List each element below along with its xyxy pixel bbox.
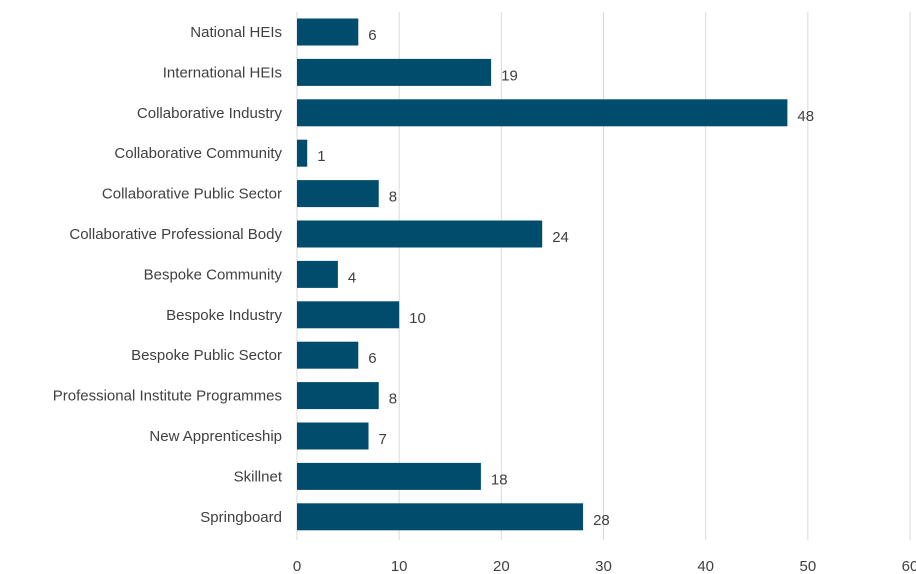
bar-bespoke-industry: [297, 301, 400, 329]
x-axis-tick-labels: 0 10 20 30 40 50 60: [293, 558, 916, 574]
value-label: 28: [593, 512, 610, 529]
bar-bespoke-public-sector: [297, 341, 359, 369]
gridlines: [296, 12, 911, 540]
category-label: National HEIs: [190, 24, 282, 41]
category-label: Collaborative Professional Body: [69, 226, 282, 243]
bars: [297, 18, 788, 531]
bar-collaborative-community: [297, 139, 308, 167]
category-label: Springboard: [200, 509, 282, 526]
x-tick-label: 50: [799, 558, 816, 574]
category-label: Collaborative Public Sector: [102, 186, 282, 203]
value-label: 18: [491, 471, 508, 488]
x-tick-label: 30: [595, 558, 612, 574]
value-label: 24: [552, 229, 569, 246]
bar-national-heis: [297, 18, 359, 46]
x-tick-label: 60: [902, 558, 916, 574]
value-label: 8: [389, 391, 397, 408]
x-tick-label: 10: [391, 558, 408, 574]
category-label: Skillnet: [234, 468, 283, 485]
bar-professional-institute-programmes: [297, 382, 379, 410]
value-label: 10: [409, 310, 426, 327]
category-label: Bespoke Industry: [166, 307, 282, 324]
x-tick-label: 0: [293, 558, 301, 574]
category-label: Bespoke Public Sector: [131, 347, 282, 364]
category-label: International HEIs: [163, 64, 282, 81]
value-label: 1: [317, 148, 325, 165]
value-label: 8: [389, 189, 397, 206]
bar-collaborative-public-sector: [297, 180, 379, 208]
value-label: 4: [348, 269, 356, 286]
bar-international-heis: [297, 58, 492, 86]
value-label: 19: [501, 67, 518, 84]
category-label: Professional Institute Programmes: [53, 388, 282, 405]
category-label: New Apprenticeship: [149, 428, 282, 445]
x-tick-label: 40: [697, 558, 714, 574]
bar-collaborative-industry: [297, 99, 788, 127]
value-label: 6: [368, 350, 376, 367]
bar-springboard: [297, 503, 584, 531]
category-label: Collaborative Industry: [137, 105, 283, 122]
x-tick-label: 20: [493, 558, 510, 574]
category-label: Bespoke Community: [144, 266, 283, 283]
bar-collaborative-professional-body: [297, 220, 543, 248]
value-label: 48: [797, 108, 814, 125]
value-label: 6: [368, 27, 376, 44]
bar-new-apprenticeship: [297, 422, 369, 450]
category-label: Collaborative Community: [114, 145, 282, 162]
category-labels: National HEIs International HEIs Collabora…: [53, 24, 283, 526]
bar-bespoke-community: [297, 260, 338, 288]
value-label: 7: [379, 431, 387, 448]
bar-skillnet: [297, 462, 481, 490]
